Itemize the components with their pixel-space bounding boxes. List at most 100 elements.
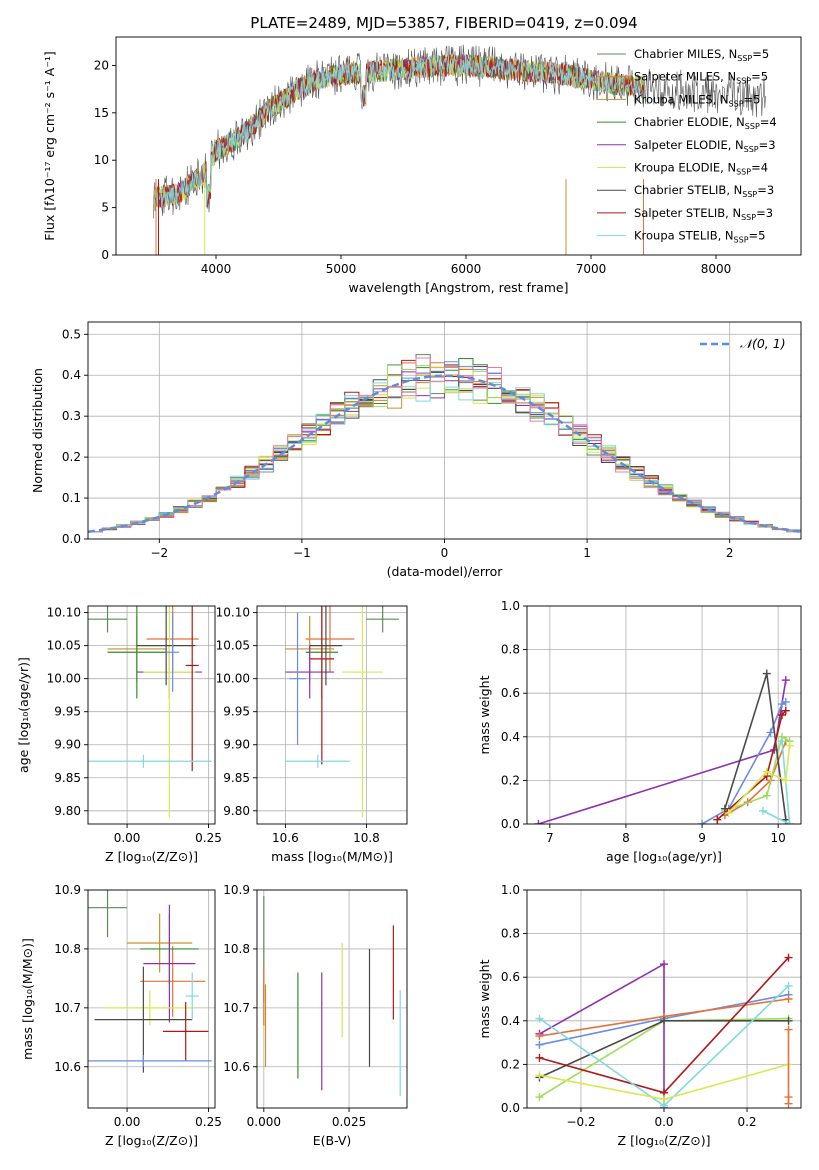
x-tick-label: 4000 — [201, 262, 232, 276]
y-tick-label: 0.6 — [501, 970, 520, 984]
y-tick-label: 0 — [101, 248, 109, 262]
y-tick-label: 20 — [94, 58, 109, 72]
y-tick-label: 10.05 — [216, 639, 250, 653]
series-marker — [535, 1053, 544, 1062]
y-tick-label: 10 — [94, 153, 109, 167]
y-tick-label: 10.8 — [54, 942, 81, 956]
x-tick-label: 7000 — [576, 262, 607, 276]
series-marker — [784, 1025, 793, 1034]
y-axis-label: mass [log₁₀(M/M⊙)] — [20, 938, 35, 1060]
error-point — [285, 645, 335, 699]
series-marker — [784, 953, 793, 962]
series-marker — [785, 820, 794, 824]
y-axis-label: Flux [fλ10⁻¹⁷ erg cm⁻² s⁻¹ A⁻¹] — [42, 51, 57, 240]
y-tick-label: 0.2 — [62, 450, 81, 464]
series-marker — [535, 1093, 544, 1102]
error-point — [143, 904, 196, 1023]
series-marker — [784, 981, 793, 990]
series-marker — [535, 1032, 544, 1041]
legend-label: Salpeter MILES, NSSP=5 — [634, 70, 768, 86]
plot-area — [88, 890, 212, 1073]
axes-frame — [87, 321, 802, 540]
y-tick-label: 0.0 — [501, 1101, 520, 1115]
series-marker — [660, 1095, 668, 1104]
series-marker — [724, 809, 733, 818]
y-tick-label: 10.7 — [223, 1001, 250, 1015]
axes-frame — [87, 889, 216, 1109]
series-marker — [781, 697, 790, 706]
x-tick-label: 0 — [441, 546, 449, 560]
x-tick-label: 0.2 — [737, 1115, 756, 1129]
y-tick-label: 0.0 — [501, 817, 520, 831]
x-tick-label: 7 — [546, 831, 554, 845]
spectrum-line — [153, 53, 642, 210]
legend-label: Chabrier STELIB, NSSP=3 — [634, 183, 774, 199]
error-point — [366, 606, 399, 633]
x-tick-label: −0.2 — [566, 1115, 595, 1129]
y-tick-label: 0.2 — [501, 1057, 520, 1071]
y-axis-label: mass weight — [477, 959, 492, 1038]
series-marker — [777, 711, 786, 719]
y-tick-label: 0.4 — [501, 1014, 520, 1028]
y-tick-label: 0.0 — [62, 532, 81, 546]
panel-mass_weight_vs_age: 7 8 9 10 0.0 0.2 0.4 0.6 0.8 1.0 age [log₁₀(age/yr… — [477, 599, 802, 864]
error-point — [166, 612, 180, 692]
error-point — [136, 606, 196, 686]
x-tick-label: 5000 — [326, 262, 357, 276]
series-marker — [781, 676, 790, 685]
series-line — [724, 735, 791, 812]
series-marker — [785, 741, 794, 750]
error-point — [88, 606, 128, 633]
y-tick-label: 10.8 — [223, 942, 250, 956]
gaussian-curve — [88, 374, 801, 534]
plot-area — [88, 606, 212, 818]
y-tick-label: 0.4 — [501, 730, 520, 744]
y-tick-label: 9.80 — [54, 804, 81, 818]
series-marker — [762, 669, 771, 678]
x-axis-label: age [log₁₀(age/yr)] — [606, 849, 722, 864]
figure-title: PLATE=2489, MJD=53857, FIBERID=0419, z=0… — [250, 14, 637, 32]
error-point — [140, 945, 206, 1017]
plot-area — [285, 606, 399, 818]
series-marker — [720, 804, 729, 813]
series-marker — [698, 820, 707, 824]
series-marker — [535, 1040, 544, 1049]
x-tick-label: 8000 — [701, 262, 732, 276]
error-point — [162, 1001, 209, 1061]
error-point — [289, 612, 306, 745]
axes-frame — [256, 605, 408, 825]
x-tick-label: 8 — [622, 831, 630, 845]
panel-mass_weight_vs_Z: −0.2 0.0 0.2 0.0 0.2 0.4 0.6 0.8 1.0 Z [log₁₀(Z/Z… — [477, 883, 802, 1148]
y-tick-label: 9.90 — [223, 738, 250, 752]
y-tick-label: 9.80 — [223, 804, 250, 818]
series-marker — [777, 737, 786, 746]
legend-label: Kroupa ELODIE, NSSP=4 — [634, 161, 768, 177]
x-tick-label: 0.25 — [195, 1115, 222, 1129]
series-marker — [781, 706, 790, 715]
panel-age_vs_mass: 10.6 10.8 9.80 9.85 9.90 9.95 10.00 10.05 10.10 m… — [216, 605, 408, 864]
error-point — [309, 606, 343, 686]
y-tick-label: 0.6 — [501, 686, 520, 700]
series-marker — [784, 1016, 793, 1025]
y-tick-label: 0.8 — [501, 643, 520, 657]
plot-area — [153, 44, 766, 255]
error-point — [185, 606, 199, 772]
series-marker — [766, 728, 775, 737]
y-tick-label: 1.0 — [501, 883, 520, 897]
y-tick-label: 0.5 — [62, 327, 81, 341]
x-tick-label: 10.8 — [353, 831, 380, 845]
y-tick-label: 10.10 — [47, 606, 81, 620]
series-marker — [784, 1099, 793, 1108]
y-tick-label: 10.00 — [216, 672, 250, 686]
series-marker — [660, 960, 668, 969]
x-axis-label: wavelength [Angstrom, rest frame] — [348, 280, 568, 295]
x-tick-label: 0.00 — [114, 1115, 141, 1129]
x-tick-label: 1 — [583, 546, 591, 560]
x-axis-label: (data-model)/error — [387, 564, 504, 579]
y-tick-label: 0.8 — [501, 927, 520, 941]
error-point — [143, 606, 196, 818]
error-point — [185, 972, 199, 1020]
series-marker — [713, 815, 722, 824]
y-tick-label: 0.2 — [501, 773, 520, 787]
